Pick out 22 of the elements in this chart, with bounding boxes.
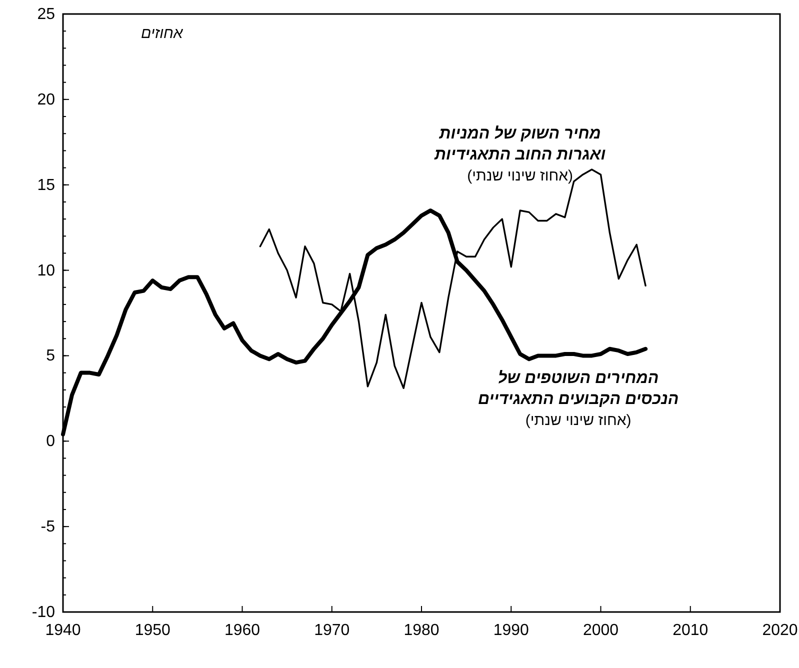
y-tick-label: 0 (46, 433, 56, 450)
y-tick-label: 10 (37, 262, 56, 280)
x-tick-label: 1960 (224, 622, 260, 639)
text: המחירים השוטפים של הנכסים הקבועים התאגידיים (478, 369, 679, 408)
y-tick-label: 25 (37, 6, 56, 23)
y-tick-label: 15 (37, 176, 56, 194)
x-tick-label: 2000 (582, 622, 619, 639)
x-tick-label: 2020 (762, 622, 798, 639)
x-tick-label: 1950 (134, 622, 171, 639)
x-tick-label: 1980 (404, 622, 440, 639)
y-tick-label: 5 (46, 348, 56, 365)
x-tick-label: 1990 (493, 622, 530, 639)
x-tick-label: 1940 (45, 622, 81, 639)
annotation: (אחוז שינוי שנתי) (525, 412, 632, 430)
series-label: מחיר השוק של המניות ואגרות החוב התאגידיות (434, 124, 606, 164)
y-axis-title: אחוזים (141, 25, 184, 42)
y-tick-label: -5 (40, 518, 56, 536)
y-tick-label: -10 (32, 604, 56, 621)
annotation: (אחוז שינוי שנתי) (467, 168, 574, 185)
y-tick-label: 20 (37, 91, 56, 108)
x-tick-label: 1970 (314, 622, 350, 639)
x-tick-label: 2010 (672, 622, 708, 639)
